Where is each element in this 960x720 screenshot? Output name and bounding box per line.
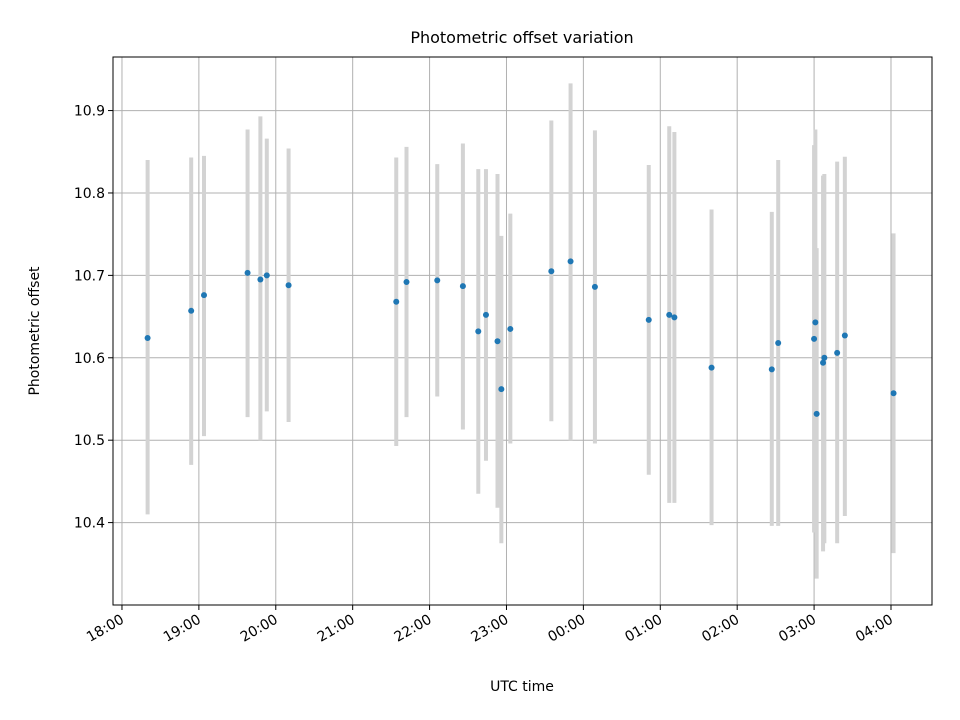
error-bars [145, 83, 896, 579]
y-tick-label: 10.5 [74, 433, 105, 449]
y-tick-label: 10.4 [74, 516, 105, 532]
data-point [459, 283, 466, 290]
y-axis-ticks: 10.4 10.5 10.6 10.7 10.8 10.9 [74, 104, 113, 532]
data-point [813, 410, 820, 417]
x-tick-label: 01:00 [622, 612, 665, 646]
y-tick-label: 10.7 [74, 268, 105, 284]
data-points [144, 258, 897, 417]
x-tick-label: 18:00 [84, 612, 127, 646]
x-tick-label: 21:00 [315, 612, 358, 646]
data-point [768, 366, 775, 373]
x-tick-label: 00:00 [545, 612, 588, 646]
data-point [775, 339, 782, 346]
data-point [257, 276, 264, 283]
x-tick-label: 23:00 [469, 612, 512, 646]
y-tick-label: 10.8 [74, 186, 105, 202]
data-point [393, 298, 400, 305]
x-axis-ticks: 18:00 19:00 20:00 21:00 22:00 23:00 00:00 01:00… [84, 605, 896, 646]
data-point [263, 272, 270, 279]
data-point [841, 332, 848, 339]
data-point [645, 316, 652, 323]
data-point [821, 354, 828, 361]
plot-frame [112, 56, 933, 606]
data-point [201, 292, 207, 299]
data-point [482, 311, 489, 318]
data-point [494, 338, 501, 345]
data-point [820, 359, 827, 366]
data-point [834, 349, 841, 356]
x-tick-label: 02:00 [699, 612, 742, 646]
data-point [548, 268, 555, 275]
y-tick-label: 10.9 [74, 104, 105, 120]
data-point [591, 283, 598, 290]
grid [113, 57, 932, 605]
data-point [144, 335, 151, 342]
data-point [567, 258, 574, 265]
x-tick-label: 19:00 [161, 612, 204, 646]
x-axis-label: UTC time [490, 679, 554, 695]
x-tick-label: 22:00 [392, 612, 435, 646]
chart-title: Photometric offset variation [410, 28, 633, 47]
data-point [498, 386, 505, 393]
data-point [507, 325, 514, 332]
data-point [812, 319, 819, 326]
data-point [244, 269, 251, 276]
y-axis-label: Photometric offset [27, 266, 43, 396]
data-point [285, 282, 292, 289]
x-tick-label: 04:00 [853, 612, 896, 646]
data-point [708, 364, 715, 371]
data-point [434, 277, 441, 284]
data-point [671, 314, 678, 321]
data-point [811, 335, 818, 342]
data-point [475, 328, 482, 335]
x-tick-label: 03:00 [776, 612, 819, 646]
data-point [188, 307, 195, 314]
x-tick-label: 20:00 [238, 612, 281, 646]
data-point [403, 278, 410, 285]
y-tick-label: 10.6 [74, 351, 105, 367]
data-point [666, 311, 673, 318]
data-point [890, 390, 897, 397]
